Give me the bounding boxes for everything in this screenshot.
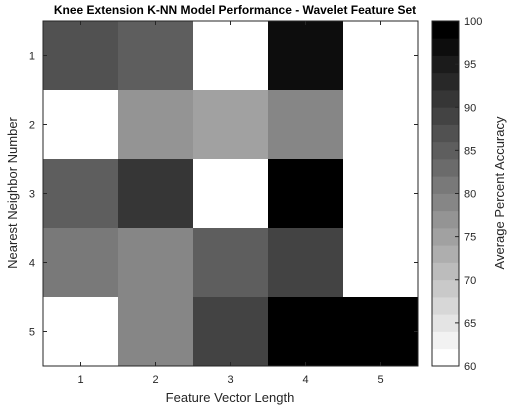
x-tick-label: 2 — [152, 374, 158, 386]
y-tick-label: 3 — [29, 189, 35, 201]
heatmap-cell-r4-c3 — [193, 228, 269, 298]
colorbar-segment — [432, 55, 459, 74]
chart-title: Knee Extension K-NN Model Performance - … — [54, 3, 416, 17]
heatmap-cell-r5-c5 — [343, 297, 419, 367]
heatmap-cell-r5-c4 — [268, 297, 344, 367]
colorbar-segment — [432, 279, 459, 298]
colorbar-segment — [432, 348, 459, 367]
heatmap-cell-r3-c5 — [343, 159, 419, 229]
colorbar-tick-label: 90 — [464, 102, 476, 114]
heatmap-cell-r1-c5 — [343, 21, 419, 91]
colorbar-segment — [432, 210, 459, 229]
x-axis-ticks: 1 2 3 4 5 — [77, 21, 384, 386]
colorbar-segment — [432, 228, 459, 246]
colorbar-tick-label: 60 — [464, 361, 476, 373]
y-tick-label: 4 — [29, 258, 35, 270]
colorbar-segment — [432, 159, 459, 177]
heatmap-cell-r1-c1 — [43, 21, 119, 91]
colorbar-segment — [432, 141, 459, 160]
colorbar-segment — [432, 90, 459, 108]
heatmap-cell-r3-c3 — [193, 159, 269, 229]
colorbar — [432, 21, 459, 367]
heatmap-cell-r1-c4 — [268, 21, 344, 91]
colorbar-tick-label: 80 — [464, 189, 476, 201]
heatmap-cell-r4-c2 — [118, 228, 194, 298]
y-tick-label: 1 — [29, 51, 35, 63]
heatmap-cell-r2-c4 — [268, 90, 344, 160]
heatmap-cell-r3-c4 — [268, 159, 344, 229]
heatmap-cell-r2-c2 — [118, 90, 194, 160]
colorbar-segment — [432, 124, 459, 143]
colorbar-tick-label: 70 — [464, 275, 476, 287]
heatmap-cell-r4-c1 — [43, 228, 119, 298]
heatmap-cell-r5-c3 — [193, 297, 269, 367]
heatmap-cell-r1-c2 — [118, 21, 194, 91]
heatmap-cell-r4-c4 — [268, 228, 344, 298]
colorbar-segment — [432, 331, 459, 350]
heatmap-cell-r1-c3 — [193, 21, 269, 91]
colorbar-tick-label: 65 — [464, 318, 476, 330]
heatmap-cell-r3-c1 — [43, 159, 119, 229]
colorbar-segment — [432, 193, 459, 212]
colorbar-segment — [432, 245, 459, 263]
heatmap-cell-r2-c3 — [193, 90, 269, 160]
y-tick-label: 2 — [29, 120, 35, 132]
y-axis-ticks: 1 2 3 4 5 — [29, 51, 418, 339]
x-tick-label: 3 — [227, 374, 233, 386]
colorbar-label: Average Percent Accuracy — [492, 116, 507, 269]
colorbar-segment — [432, 262, 459, 281]
colorbar-segment — [432, 176, 459, 194]
x-tick-label: 4 — [302, 374, 308, 386]
heatmap-cell-r3-c2 — [118, 159, 194, 229]
y-tick-label: 5 — [29, 327, 35, 339]
colorbar-ticks: 60 65 70 75 80 85 90 95 100 — [455, 16, 482, 373]
x-axis-label: Feature Vector Length — [166, 390, 295, 405]
colorbar-segment — [432, 72, 459, 91]
colorbar-tick-label: 100 — [464, 16, 482, 28]
colorbar-segment — [432, 107, 459, 125]
heatmap-cell-r5-c1 — [43, 297, 119, 367]
colorbar-segment — [432, 314, 459, 332]
heatmap-cell-r4-c5 — [343, 228, 419, 298]
colorbar-segment — [432, 38, 459, 56]
heatmap-cell-r5-c2 — [118, 297, 194, 367]
y-axis-label: Nearest Neighbor Number — [5, 116, 20, 268]
colorbar-tick-label: 75 — [464, 232, 476, 244]
colorbar-tick-label: 85 — [464, 145, 476, 157]
heatmap-cell-r2-c1 — [43, 90, 119, 160]
colorbar-segment — [432, 21, 459, 39]
colorbar-segment — [432, 297, 459, 315]
heatmap-cells — [43, 21, 419, 367]
heatmap-cell-r2-c5 — [343, 90, 419, 160]
colorbar-tick-label: 95 — [464, 59, 476, 71]
x-tick-label: 1 — [77, 374, 83, 386]
x-tick-label: 5 — [377, 374, 383, 386]
